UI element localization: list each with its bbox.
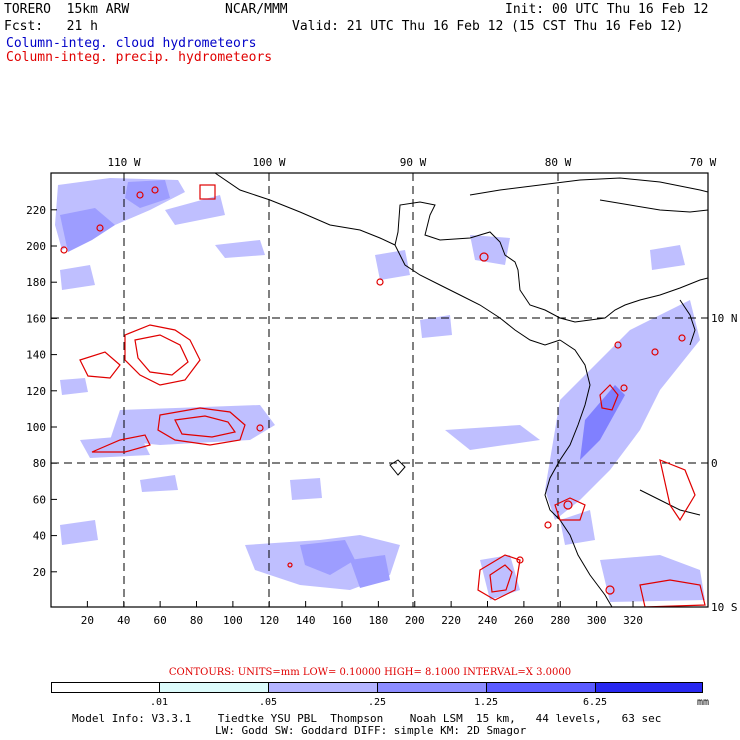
colorbar-unit: mm [696, 697, 710, 708]
lat-label: 0 [711, 457, 718, 470]
lon-label: 100 W [252, 156, 285, 169]
y-tick-label: 40 [33, 530, 46, 543]
colorbar-label: .25 [367, 697, 387, 708]
colorbar-label: .01 [149, 697, 169, 708]
colorbar-segment-2 [268, 682, 378, 693]
lat-lon-grid [51, 173, 708, 607]
y-tick-label: 160 [26, 312, 46, 325]
y-tick-label: 220 [26, 204, 46, 217]
x-tick-label: 40 [117, 614, 130, 627]
colorbar-label: 6.25 [582, 697, 608, 708]
colorbar-segment-3 [377, 682, 487, 693]
org-label: NCAR/MMM [225, 2, 288, 17]
x-tick-label: 140 [296, 614, 316, 627]
forecast-label: Fcst: 21 h [4, 19, 98, 34]
x-tick-label: 80 [190, 614, 203, 627]
y-tick-label: 180 [26, 276, 46, 289]
precip-contours [60, 184, 706, 607]
contour-info: CONTOURS: UNITS=mm LOW= 0.10000 HIGH= 8.… [168, 667, 572, 678]
x-tick-label: 180 [368, 614, 388, 627]
cloud-field-label: Column-integ. cloud hydrometeors [6, 36, 257, 51]
model-label: TORERO 15km ARW [4, 2, 130, 17]
valid-label: Valid: 21 UTC Thu 16 Feb 12 (15 CST Thu … [292, 19, 684, 34]
x-tick-label: 240 [478, 614, 498, 627]
x-tick-label: 60 [154, 614, 167, 627]
y-tick-label: 60 [33, 493, 46, 506]
x-tick-label: 160 [332, 614, 352, 627]
colorbar-segment-0 [51, 682, 160, 693]
coastlines [214, 173, 708, 607]
lat-label: 10 S [711, 601, 738, 614]
model-info: Model Info: V3.3.1 Tiedtke YSU PBL Thomp… [72, 712, 662, 725]
lon-label: 110 W [107, 156, 140, 169]
lat-label: 10 N [711, 312, 738, 325]
x-tick-label: 260 [514, 614, 534, 627]
lon-label: 90 W [400, 156, 427, 169]
x-tick-label: 220 [441, 614, 461, 627]
y-tick-label: 80 [33, 457, 46, 470]
y-tick-label: 20 [33, 566, 46, 579]
x-tick-label: 200 [405, 614, 425, 627]
y-tick-label: 100 [26, 421, 46, 434]
colorbar-label: 1.25 [473, 697, 499, 708]
model-physics: LW: Godd SW: Goddard DIFF: simple KM: 2D… [215, 724, 527, 737]
colorbar-label: .05 [258, 697, 278, 708]
x-tick-label: 300 [587, 614, 607, 627]
x-tick-label: 280 [550, 614, 570, 627]
colorbar-segment-1 [159, 682, 269, 693]
precip-field-label: Column-integ. precip. hydrometeors [6, 50, 273, 65]
x-tick-label: 320 [623, 614, 643, 627]
init-label: Init: 00 UTC Thu 16 Feb 12 [505, 2, 709, 17]
y-tick-label: 140 [26, 349, 46, 362]
x-tick-label: 20 [81, 614, 94, 627]
lon-label: 80 W [545, 156, 572, 169]
y-tick-label: 120 [26, 385, 46, 398]
x-tick-label: 120 [259, 614, 279, 627]
colorbar-segment-5 [595, 682, 703, 693]
lon-label: 70 W [690, 156, 717, 169]
x-tick-label: 100 [223, 614, 243, 627]
colorbar-segment-4 [486, 682, 596, 693]
y-tick-label: 200 [26, 240, 46, 253]
